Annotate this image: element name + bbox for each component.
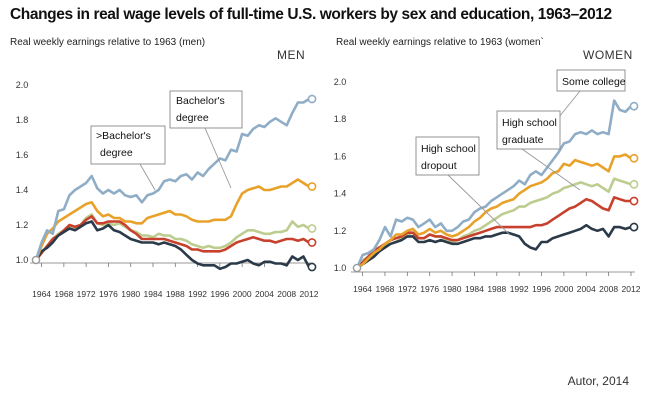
men-x-tick-label: 2008 (277, 289, 296, 299)
men-x-tick-label: 1964 (32, 289, 51, 299)
women-x-tick-label: 2012 (622, 284, 641, 294)
annotation-hs-dropout-box (415, 136, 480, 176)
men-x-tick-label: 2000 (233, 289, 252, 299)
men-end-marker-gt-bachelors (307, 94, 317, 104)
women-x-tick-label: 2008 (599, 284, 618, 294)
annotation-some-college-leader (558, 90, 581, 118)
men-x-tick-label: 1968 (54, 289, 73, 299)
annotation-gt-bachelors-box (90, 125, 166, 165)
annotation-hs-graduate-leader (521, 148, 581, 191)
men-y-axis-label: Real weekly earnings relative to 1963 (m… (10, 37, 206, 48)
men-y-tick-label: 1.0 (16, 255, 29, 265)
women-y-tick-label: 1.0 (334, 263, 347, 273)
men-x-tick-label: 2012 (300, 289, 319, 299)
men-x-tick-label: 2004 (255, 289, 274, 299)
women-series-some-college (355, 177, 633, 270)
annotation-bachelors-leader (204, 127, 232, 189)
annotation-some-college-box (556, 69, 626, 92)
men-start-marker (31, 255, 41, 265)
annotation-gt-bachelors-text: >Bachelor's (96, 130, 151, 142)
men-series-bachelors (34, 178, 311, 262)
women-x-tick-label: 1996 (532, 284, 551, 294)
women-end-marker-some-college (629, 179, 639, 189)
men-x-tick-label: 1996 (210, 289, 229, 299)
annotation-gt-bachelors-text: degree (100, 147, 133, 159)
women-x-tick-label: 1980 (443, 284, 462, 294)
annotation-bachelors-text: degree (176, 112, 209, 124)
women-y-axis-label: Real weekly earnings relative to 1963 (w… (336, 37, 544, 48)
annotation-hs-graduate-box (496, 110, 561, 150)
men-x-tick-label: 1980 (121, 289, 140, 299)
women-y-tick-label: 1.6 (334, 151, 347, 161)
women-panel-title: WOMEN (583, 48, 633, 62)
men-series-hs-dropout (34, 220, 311, 271)
men-x-tick-label: 1992 (188, 289, 207, 299)
women-y-tick-label: 1.2 (334, 226, 347, 236)
source-credit: Autor, 2014 (567, 374, 629, 388)
annotation-some-college-text: Some college (562, 76, 626, 88)
annotation-hs-dropout-leader (447, 174, 511, 236)
women-x-tick-label: 1976 (420, 284, 439, 294)
women-x-tick-label: 2000 (554, 284, 573, 294)
women-x-tick-label: 1972 (398, 284, 417, 294)
men-plot: 1.0 1.2 1.4 1.6 1.8 2.0 1964 1968 1972 1976 1980 19… (16, 80, 319, 299)
men-x-tick-label: 1988 (166, 289, 185, 299)
annotation-hs-graduate-text: High school (502, 117, 557, 129)
women-end-marker-hs-dropout (629, 222, 639, 232)
men-x-tick-label: 1984 (144, 289, 163, 299)
men-x-tick-label: 1976 (99, 289, 118, 299)
women-end-marker-bachelors (629, 153, 639, 163)
chart-title: Changes in real wage levels of full-time… (10, 6, 612, 23)
men-y-tick-label: 1.4 (16, 185, 29, 195)
men-x-tick-label: 1972 (77, 289, 96, 299)
women-x-tick-label: 1968 (375, 284, 394, 294)
annotation-hs-graduate-text: graduate (502, 134, 544, 146)
men-panel-title: MEN (277, 48, 306, 62)
men-y-tick-label: 1.6 (16, 150, 29, 160)
women-x-tick-label: 1988 (487, 284, 506, 294)
annotation-hs-dropout-text: dropout (421, 160, 457, 172)
women-series-bachelors (355, 153, 633, 270)
men-end-marker-hs-dropout (307, 262, 317, 272)
women-x-tick-label: 2004 (577, 284, 596, 294)
men-y-tick-label: 2.0 (16, 80, 29, 90)
women-y-tick-label: 1.8 (334, 114, 347, 124)
women-series-gt-bachelors (355, 99, 633, 270)
women-end-marker-hs-graduate (629, 196, 639, 206)
men-series-some-college (34, 213, 311, 262)
annotation-hs-dropout-text: High school (421, 143, 476, 155)
annotation-gt-bachelors-leader (139, 163, 156, 191)
men-series-hs-graduate (34, 215, 311, 262)
men-y-tick-label: 1.8 (16, 115, 29, 125)
women-end-marker-gt-bachelors (629, 101, 639, 111)
annotation-bachelors-box (169, 90, 243, 129)
annotation-bachelors-text: Bachelor's (176, 95, 225, 107)
men-y-tick-label: 1.2 (16, 220, 29, 230)
men-end-marker-hs-graduate (307, 238, 317, 247)
men-end-marker-some-college (307, 224, 317, 233)
women-x-tick-label: 1992 (510, 284, 529, 294)
women-series-hs-dropout (355, 223, 633, 270)
women-start-marker (352, 263, 362, 273)
women-y-tick-label: 2.0 (334, 77, 347, 87)
women-y-tick-label: 1.4 (334, 189, 347, 199)
women-x-tick-label: 1984 (465, 284, 484, 294)
women-x-tick-label: 1964 (353, 284, 372, 294)
men-end-marker-bachelors (307, 182, 317, 191)
women-series-hs-graduate (355, 196, 633, 270)
men-series-gt-bachelors (34, 97, 311, 262)
